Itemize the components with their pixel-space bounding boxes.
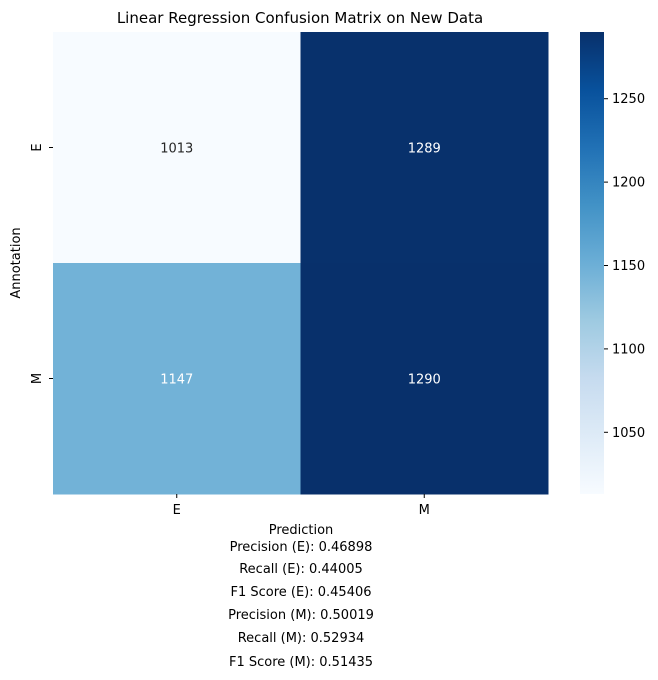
precision-e-text: Precision (E): 0.46898 <box>229 540 373 555</box>
cell-value-label: 1013 <box>160 142 193 157</box>
colorbar-tick-label: 1100 <box>612 342 645 357</box>
f1-score-m-text: F1 Score (M): 0.51435 <box>228 655 374 670</box>
f1-score-e-text: F1 Score (E): 0.45406 <box>230 585 372 600</box>
colorbar-tick-label: 1200 <box>612 176 645 191</box>
cell-value-label: 1147 <box>160 373 193 388</box>
y-axis-label: Annotation <box>9 227 24 298</box>
heatmap-cell-M-M <box>300 263 549 495</box>
colorbar-tick-label: 1250 <box>612 92 645 107</box>
colorbar <box>580 32 604 494</box>
precision-m-text: Precision (M): 0.50019 <box>228 608 374 623</box>
y-tick-label: M <box>30 373 45 384</box>
heatmap-cell-E-M <box>300 32 549 264</box>
x-tick-label: M <box>419 503 430 518</box>
cell-value-label: 1290 <box>408 373 441 388</box>
heatmap-cell-E-E <box>53 32 301 264</box>
heatmap-cell-M-E <box>53 263 301 495</box>
recall-e-text: Recall (E): 0.44005 <box>239 562 363 577</box>
colorbar-tick-label: 1050 <box>612 426 645 441</box>
chart-title: Linear Regression Confusion Matrix on Ne… <box>117 9 483 27</box>
colorbar-tick-label: 1150 <box>612 259 645 274</box>
x-axis-label: Prediction <box>269 523 334 538</box>
cell-value-label: 1289 <box>408 142 441 157</box>
y-tick-label: E <box>30 143 45 151</box>
x-tick-label: E <box>173 503 181 518</box>
recall-m-text: Recall (M): 0.52934 <box>237 631 365 646</box>
